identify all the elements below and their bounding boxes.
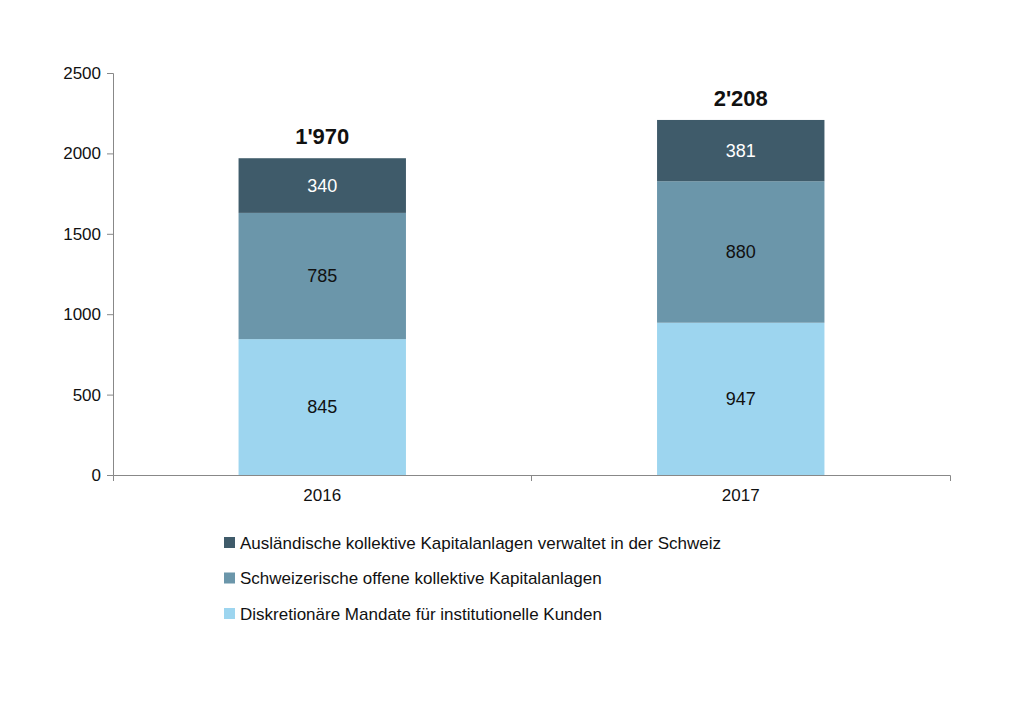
- data-label: 340: [307, 176, 337, 196]
- y-tick-mark: [107, 475, 113, 476]
- bar: [239, 339, 406, 475]
- y-axis: 0 500 1000 1500 2000 2500: [63, 64, 113, 485]
- y-tick: 2500: [63, 64, 113, 83]
- y-tick: 1000: [63, 305, 113, 324]
- data-label: 785: [307, 266, 337, 286]
- y-tick-mark: [107, 314, 113, 315]
- data-label: 947: [726, 389, 756, 409]
- data-label: 880: [726, 242, 756, 262]
- bar: [657, 181, 824, 323]
- bar: [239, 158, 406, 213]
- y-tick: 0: [92, 466, 113, 485]
- x-tick: 2016: [303, 475, 341, 505]
- legend: Ausländische kollektive Kapitalanlagen v…: [224, 534, 721, 624]
- y-tick: 1500: [63, 225, 113, 244]
- y-tick-mark: [107, 153, 113, 154]
- legend-label: Ausländische kollektive Kapitalanlagen v…: [240, 534, 721, 553]
- data-labels: 845 947 785 880 340 381: [307, 141, 756, 417]
- x-tick-label: 2017: [722, 486, 760, 505]
- y-tick: 500: [73, 386, 113, 405]
- y-tick-label: 1500: [63, 225, 101, 244]
- y-tick: 2000: [63, 144, 113, 163]
- x-axis-line: [114, 476, 951, 482]
- legend-swatch: [224, 608, 235, 619]
- y-tick-label: 2000: [63, 144, 101, 163]
- y-tick-mark: [107, 395, 113, 396]
- x-divider-tick: [531, 475, 532, 481]
- bar: [239, 213, 406, 339]
- y-tick-label: 500: [73, 386, 101, 405]
- y-tick-mark: [107, 234, 113, 235]
- x-tick-label: 2016: [303, 486, 341, 505]
- legend-swatch: [224, 573, 235, 584]
- y-tick-label: 1000: [63, 305, 101, 324]
- y-axis-line: [107, 74, 114, 476]
- bars: [239, 120, 825, 475]
- y-tick-mark: [107, 73, 113, 74]
- total-label: 1'970: [295, 124, 349, 149]
- legend-label: Diskretionäre Mandate für institutionell…: [240, 605, 602, 624]
- bar: [657, 323, 824, 475]
- legend-swatch: [224, 537, 235, 548]
- x-axis: 2016 2017: [114, 475, 951, 505]
- y-tick-label: 0: [92, 466, 101, 485]
- data-label: 845: [307, 397, 337, 417]
- legend-label: Schweizerische offene kollektive Kapital…: [240, 569, 602, 588]
- data-label: 381: [726, 141, 756, 161]
- x-tick: 2017: [722, 475, 760, 505]
- y-tick-label: 2500: [63, 64, 101, 83]
- bar: [657, 120, 824, 181]
- total-label: 2'208: [714, 86, 768, 111]
